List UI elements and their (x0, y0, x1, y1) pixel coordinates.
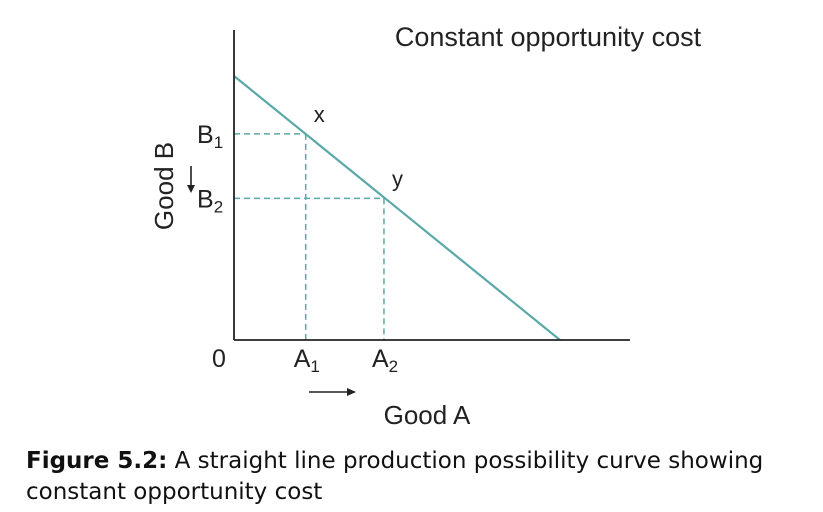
y-axis-label: Good B (149, 142, 179, 230)
origin-label: 0 (212, 345, 226, 373)
y-tick-label: B1 (197, 121, 223, 152)
ppc-line (233, 75, 561, 341)
right-arrow-icon (309, 388, 356, 396)
point-labels: xy (314, 102, 403, 191)
caption-text: A straight line production possibility c… (26, 448, 764, 505)
point-label: x (314, 102, 325, 127)
x-tick-label: A1 (294, 345, 320, 376)
tick-labels: A1 B1 A2 B2 (197, 121, 398, 376)
y-tick-label: B2 (197, 185, 223, 216)
caption-label: Figure 5.2: (26, 448, 168, 474)
x-tick-label: A2 (372, 345, 398, 376)
chart-title: Constant opportunity cost (395, 22, 702, 52)
x-axis-label: Good A (384, 400, 471, 430)
figure-caption: Figure 5.2: A straight line production p… (26, 446, 816, 508)
guide-lines (234, 133, 385, 340)
down-arrow-icon (187, 166, 195, 193)
point-label: y (392, 166, 403, 191)
